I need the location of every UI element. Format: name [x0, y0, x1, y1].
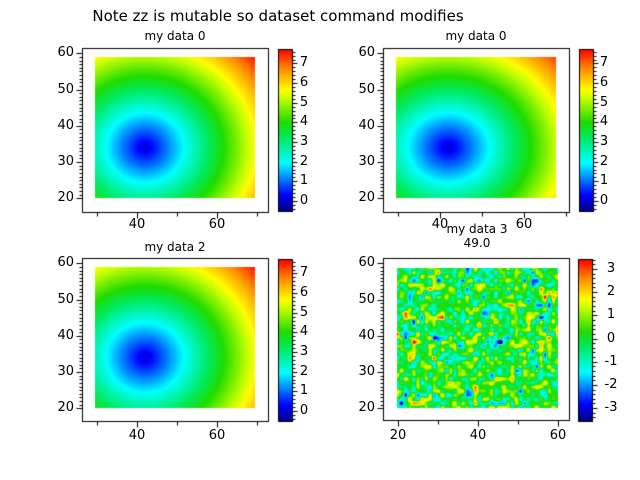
figure-title: Note zz is mutable so dataset command mo… — [92, 7, 464, 25]
colorbar-tick-label: 4 — [299, 114, 309, 130]
x-tick-label: 60 — [515, 217, 533, 232]
colorbar-tick-label: 4 — [299, 324, 309, 340]
y-tick-label: 60 — [358, 45, 375, 61]
y-tick-label: 20 — [358, 190, 375, 206]
y-tick-label: 30 — [358, 364, 375, 380]
x-tick-label: 60 — [208, 428, 226, 443]
subplot-top-left-title: my data 0 — [144, 29, 206, 43]
y-tick-label: 50 — [57, 81, 74, 97]
colorbar-tick-label: 5 — [299, 304, 309, 320]
colorbar-tick-label: 7 — [299, 55, 309, 71]
subplot-bottom-right-title: my data 3 — [446, 222, 508, 236]
y-tick-label: 30 — [57, 364, 74, 380]
colorbar-tick-label: 3 — [606, 260, 616, 276]
x-tick-label: 60 — [549, 428, 567, 443]
x-tick-label: 20 — [389, 428, 407, 443]
colorbar-tick-label: -2 — [604, 376, 618, 392]
colorbar-tick-label: 1 — [299, 173, 309, 189]
colorbar-tick-label: 6 — [599, 75, 609, 91]
y-tick-label: 60 — [57, 255, 74, 271]
colorbar-tick-label: 5 — [299, 94, 309, 110]
x-tick-label: 60 — [208, 217, 226, 232]
colorbar-tick-label: 1 — [299, 383, 309, 399]
colorbar-tick-label: -1 — [604, 353, 618, 369]
colorbar-tick-label: 4 — [599, 114, 609, 130]
y-tick-label: 60 — [57, 45, 74, 61]
colorbar-tick-label: 0 — [599, 193, 609, 208]
colorbar-tick-label: 0 — [299, 403, 309, 418]
colorbar-tick-label: 5 — [599, 94, 609, 110]
colorbar-tick-label: 2 — [606, 284, 616, 300]
colorbar-tick-label: -3 — [604, 400, 618, 416]
x-tick-label: 40 — [469, 428, 487, 443]
colorbar-tick-label: 3 — [599, 134, 609, 150]
y-tick-label: 50 — [57, 291, 74, 307]
colorbar-tick-label: 2 — [599, 153, 609, 169]
y-tick-label: 50 — [358, 81, 375, 97]
y-tick-label: 20 — [57, 400, 74, 416]
colorbar-tick-label: 3 — [299, 344, 309, 360]
colorbar-tick-label: 6 — [299, 285, 309, 301]
subplot-bottom-left-title: my data 2 — [144, 240, 206, 254]
y-tick-label: 20 — [57, 190, 74, 206]
colorbar-tick-label: 1 — [606, 307, 616, 323]
y-tick-label: 50 — [358, 291, 375, 307]
y-tick-label: 30 — [358, 154, 375, 170]
y-tick-label: 40 — [57, 327, 74, 343]
colorbar-tick-label: 7 — [599, 55, 609, 71]
y-tick-label: 60 — [358, 255, 375, 271]
colorbar-tick-label: 0 — [299, 193, 309, 208]
x-tick-label: 40 — [128, 428, 146, 443]
y-tick-label: 40 — [358, 117, 375, 133]
x-tick-label: 40 — [431, 217, 449, 232]
subplot-top-right-title: my data 0 — [445, 29, 507, 43]
colorbar-tick-label: 2 — [299, 153, 309, 169]
x-tick-label: 40 — [128, 217, 146, 232]
colorbar-tick-label: 6 — [299, 75, 309, 91]
subplot-bottom-right-subtitle: 49.0 — [463, 236, 491, 250]
colorbar-tick-label: 0 — [606, 330, 616, 346]
y-tick-label: 40 — [57, 117, 74, 133]
colorbar-tick-label: 7 — [299, 265, 309, 281]
y-tick-label: 40 — [358, 327, 375, 343]
colorbar-tick-label: 3 — [299, 134, 309, 150]
y-tick-label: 30 — [57, 154, 74, 170]
y-tick-label: 20 — [358, 400, 375, 416]
colorbar-tick-label: 1 — [599, 173, 609, 189]
colorbar-tick-label: 2 — [299, 363, 309, 379]
